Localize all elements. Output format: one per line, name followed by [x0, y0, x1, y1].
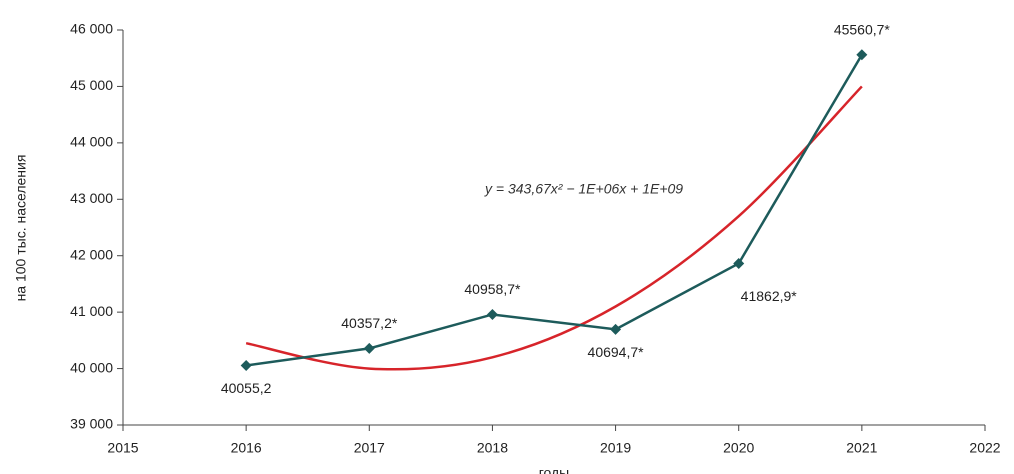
data-point	[856, 49, 868, 61]
x-tick-label: 2019	[600, 440, 631, 456]
x-tick-label: 2021	[846, 440, 877, 456]
y-tick-label: 42 000	[70, 246, 113, 262]
data-point	[363, 342, 375, 354]
y-tick-label: 46 000	[70, 21, 113, 37]
x-tick-label: 2020	[723, 440, 754, 456]
y-tick-label: 40 000	[70, 359, 113, 375]
y-axis-label: на 100 тыс. населения	[13, 155, 29, 302]
data-point	[240, 359, 252, 371]
data-label: 41862,9*	[741, 288, 798, 304]
trend-equation: y = 343,67x² − 1E+06x + 1E+09	[484, 181, 683, 197]
data-point	[486, 308, 498, 320]
y-tick-label: 41 000	[70, 303, 113, 319]
x-tick-label: 2015	[107, 440, 138, 456]
x-tick-label: 2016	[231, 440, 262, 456]
data-label: 40694,7*	[588, 344, 645, 360]
y-tick-label: 45 000	[70, 77, 113, 93]
data-label: 40357,2*	[341, 315, 398, 331]
data-label: 45560,7*	[834, 21, 891, 37]
data-point	[733, 257, 745, 269]
y-tick-label: 39 000	[70, 416, 113, 432]
trendline	[245, 85, 863, 371]
y-tick-label: 43 000	[70, 190, 113, 206]
y-tick-label: 44 000	[70, 134, 113, 150]
data-point	[610, 323, 622, 335]
x-tick-label: 2018	[477, 440, 508, 456]
series-line	[245, 54, 863, 367]
x-tick-label: 2017	[354, 440, 385, 456]
x-tick-label: 2022	[969, 440, 1000, 456]
data-label: 40055,2	[221, 380, 272, 396]
data-label: 40958,7*	[464, 281, 521, 297]
x-axis-label: годы	[539, 465, 570, 474]
